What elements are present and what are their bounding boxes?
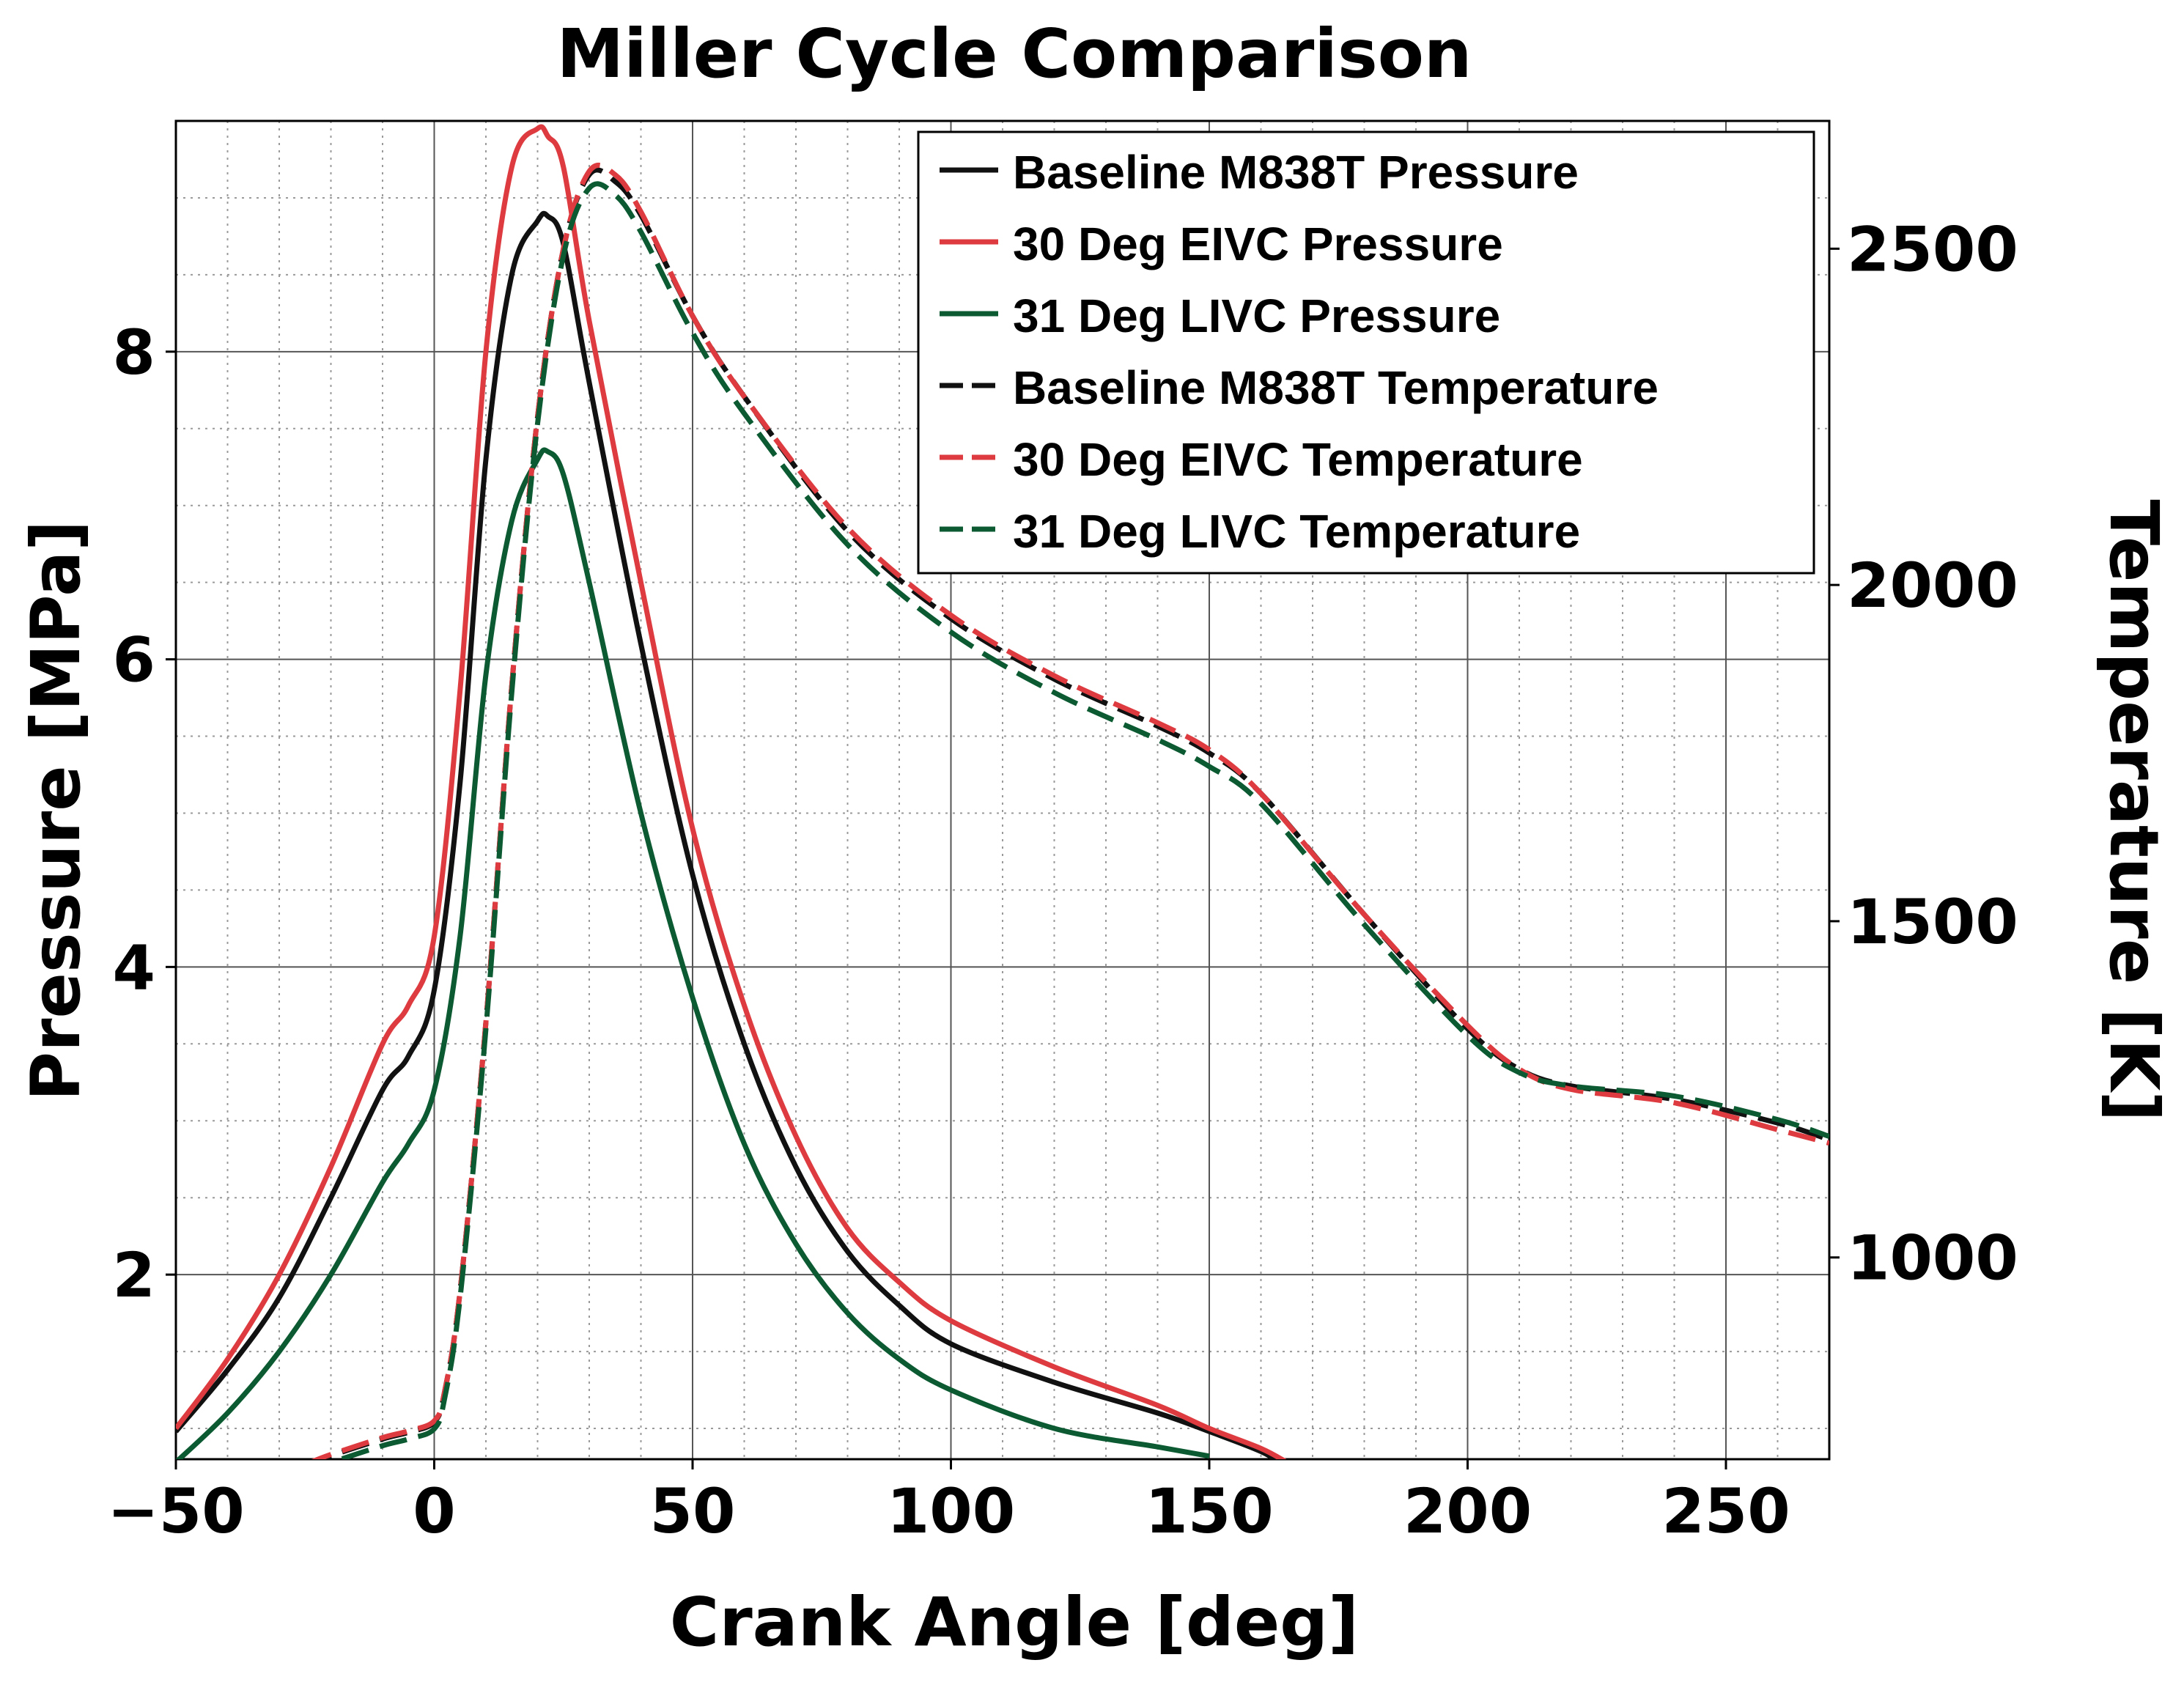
x-axis-label: Crank Angle [deg] <box>670 1583 1359 1661</box>
x-tick-label: −50 <box>107 1475 244 1547</box>
y-tick-label: 8 <box>113 317 155 388</box>
legend-label-0: Baseline M838T Pressure <box>1013 146 1579 199</box>
legend-label-4: 30 Deg EIVC Temperature <box>1013 433 1583 486</box>
y-tick-label: 2 <box>113 1239 155 1311</box>
y-tick-label: 4 <box>113 932 155 1003</box>
y2-tick-label: 1500 <box>1847 886 2018 958</box>
plot-frame <box>174 119 1831 1461</box>
tick-layer: −50 0 50 100 150 200 250 2 4 6 8 1000 1500 2000 2500 <box>107 213 2018 1547</box>
x-tick-label: 100 <box>887 1475 1015 1547</box>
legend-label-1: 30 Deg EIVC Pressure <box>1013 218 1503 270</box>
chart-title: Miller Cycle Comparison <box>557 15 1472 93</box>
series-line-0 <box>176 210 1280 1459</box>
series-line-5 <box>333 181 1829 1459</box>
y2-tick-label: 1000 <box>1847 1222 2018 1294</box>
x-tick-label: 50 <box>650 1475 736 1547</box>
legend: Baseline M838T Pressure 30 Deg EIVC Press… <box>917 130 1815 575</box>
legend-label-2: 31 Deg LIVC Pressure <box>1013 289 1500 342</box>
x-tick-label: 250 <box>1661 1475 1790 1547</box>
legend-label-3: Baseline M838T Temperature <box>1013 361 1659 414</box>
series-line-2 <box>176 447 1210 1459</box>
y2-axis-label: Temperature [K] <box>2095 499 2173 1121</box>
x-tick-label: 150 <box>1145 1475 1273 1547</box>
y2-tick-label: 2000 <box>1847 550 2018 621</box>
legend-label-5: 31 Deg LIVC Temperature <box>1013 505 1580 558</box>
legend-box <box>917 130 1815 575</box>
x-tick-label: 200 <box>1403 1475 1532 1547</box>
series-line-1 <box>176 124 1287 1459</box>
series-line-4 <box>311 162 1829 1459</box>
series-layer <box>176 124 1829 1459</box>
x-tick-label: 0 <box>413 1475 455 1547</box>
y2-tick-label: 2500 <box>1847 213 2018 285</box>
y-tick-label: 6 <box>113 624 155 696</box>
y-axis-label: Pressure [MPa] <box>17 520 95 1102</box>
legend-items: Baseline M838T Pressure 30 Deg EIVC Press… <box>940 146 1659 558</box>
